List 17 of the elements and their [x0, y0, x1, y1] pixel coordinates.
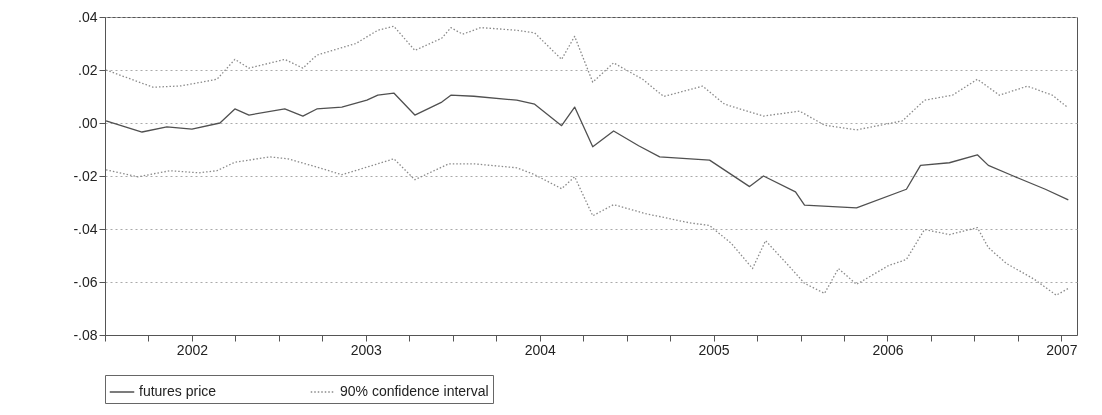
- y-tick-label: .02: [78, 61, 98, 78]
- x-tick-label: 2004: [524, 341, 556, 358]
- line-series: [105, 25, 1068, 131]
- y-tick-label: .00: [78, 114, 98, 131]
- line-series: [105, 156, 1069, 296]
- y-tick-label: -.02: [73, 167, 98, 184]
- y-tick-label: -.06: [73, 273, 98, 290]
- y-tick-label: -.04: [73, 220, 98, 237]
- x-tick-label: 2002: [176, 341, 209, 358]
- x-tick-label: 2005: [698, 341, 730, 358]
- x-tick-label: 2006: [872, 341, 904, 358]
- y-tick-label: .04: [78, 8, 98, 25]
- legend-label: 90% confidence interval: [340, 383, 489, 399]
- legend-label: futures price: [139, 383, 217, 399]
- x-tick-label: 2007: [1046, 341, 1078, 358]
- y-tick-label: -.08: [73, 326, 98, 343]
- x-tick-label: 2003: [350, 341, 383, 358]
